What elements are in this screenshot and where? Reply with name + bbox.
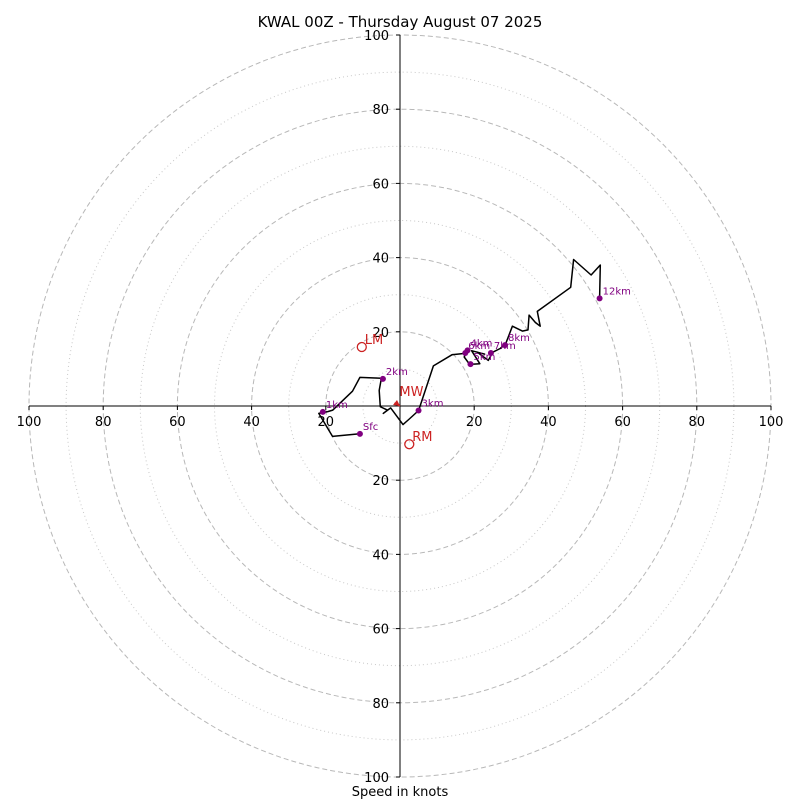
mean-wind-label: MW <box>399 385 423 400</box>
height-marker-point <box>501 342 508 349</box>
hodograph-trace <box>318 258 602 438</box>
x-tick-label: 60 <box>614 415 631 430</box>
height-marker-point <box>487 349 494 356</box>
x-tick-label: 20 <box>466 415 483 430</box>
x-tick-label: 40 <box>243 415 260 430</box>
y-tick-label: 80 <box>372 697 389 712</box>
mean-wind-arrowhead <box>393 400 400 406</box>
height-marker-label: 4km <box>471 338 493 349</box>
height-marker-label: 2km <box>386 367 408 378</box>
height-marker-label: Sfc <box>363 422 378 433</box>
storm-motion-label: RM <box>412 430 432 445</box>
height-marker-point <box>596 295 603 302</box>
x-tick-label: 80 <box>689 415 706 430</box>
height-marker-label: 6km <box>468 341 490 352</box>
storm-motion-point <box>356 341 367 353</box>
height-marker-point <box>467 361 474 368</box>
height-markers: Sfc1km2km3km4km5km6km7km8km12km <box>319 286 631 437</box>
chart-title: KWAL 00Z - Thursday August 07 2025 <box>258 13 543 31</box>
y-tick-label: 60 <box>372 177 389 192</box>
height-marker-label: 5km <box>473 352 495 363</box>
x-axis-label: Speed in knots <box>352 785 449 800</box>
x-tick-label: 20 <box>318 415 335 430</box>
y-tick-label: 80 <box>372 103 389 118</box>
height-marker-point <box>415 407 422 414</box>
height-marker-point <box>356 430 363 437</box>
height-marker-point <box>319 408 326 415</box>
height-marker-point <box>462 349 469 356</box>
height-marker-label: 1km <box>326 400 348 411</box>
height-marker-label: 3km <box>422 398 444 409</box>
hodograph-line <box>318 258 602 438</box>
y-tick-label: 20 <box>372 474 389 489</box>
y-tick-label: 100 <box>364 29 389 44</box>
tick-labels: 100 80 60 40 20 20 40 60 80 100 100 80 60 40 20 20 40 60 8… <box>17 29 784 786</box>
y-tick-label: 40 <box>372 252 389 267</box>
x-tick-label: 80 <box>95 415 112 430</box>
y-tick-label: 20 <box>372 326 389 341</box>
x-tick-label: 100 <box>759 415 784 430</box>
y-tick-label: 60 <box>372 623 389 638</box>
height-marker-label: 12km <box>603 286 631 297</box>
storm-motion-point <box>404 439 415 450</box>
y-tick-label: 40 <box>372 548 389 563</box>
height-marker-label: 8km <box>508 333 530 344</box>
x-tick-label: 100 <box>17 415 42 430</box>
x-tick-label: 60 <box>169 415 186 430</box>
height-marker-point <box>379 375 386 382</box>
y-tick-label: 100 <box>364 771 389 786</box>
x-tick-label: 40 <box>540 415 557 430</box>
storm-motion-label: LM <box>365 333 383 348</box>
storm-motion-markers: LM RM MW <box>356 333 433 450</box>
